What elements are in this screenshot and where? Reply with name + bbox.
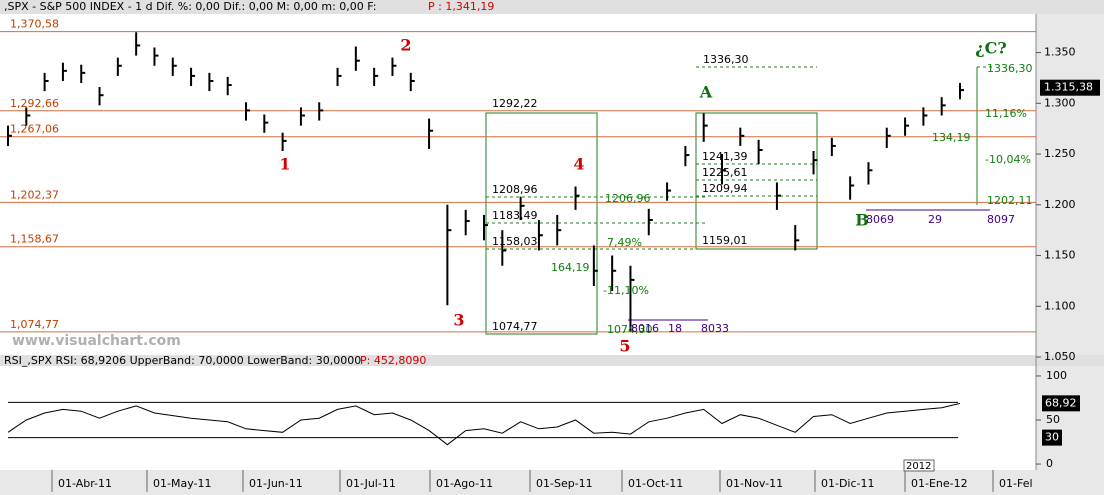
y-tick-label: 1.100 — [1044, 299, 1076, 312]
annotation: 1241,39 — [702, 150, 748, 163]
level-label: 1,202,37 — [10, 188, 59, 201]
rsi-title: RSI_,SPX RSI: 68,9206 UpperBand: 70,0000… — [4, 354, 361, 367]
rsi-header-bg — [0, 355, 1104, 366]
rsi-price: P: 452,8090 — [360, 354, 426, 367]
y-tick-label: 100 — [1046, 369, 1067, 382]
x-tick-label: 01-Jul-11 — [346, 477, 396, 490]
annotation: 7,49% — [607, 236, 642, 249]
x-tick-label: 01-Ago-11 — [436, 477, 493, 490]
annotation: 1206,96 — [605, 192, 651, 205]
annotation: 8016 — [631, 322, 659, 335]
annotation: 1158,03 — [492, 235, 538, 248]
year-box — [903, 459, 935, 472]
level-label: 1,267,06 — [10, 123, 59, 136]
x-tick-label: 01-Sep-11 — [536, 477, 593, 490]
rsi-axis-bg — [1036, 366, 1104, 470]
band-tag — [1042, 429, 1062, 446]
level-label: 1,370,58 — [10, 18, 59, 31]
annotation: 1336,30 — [703, 53, 749, 66]
wave-label: A — [699, 83, 713, 102]
price-tag-label: 1.315,38 — [1044, 81, 1093, 94]
rsi-line — [7, 402, 961, 446]
rsi-tag — [1042, 395, 1080, 412]
wave-label: 4 — [573, 155, 584, 174]
x-tick-label: 01-Abr-11 — [58, 477, 112, 490]
annotation: 1336,30 — [987, 62, 1033, 75]
annotation: 1183,49 — [492, 209, 538, 222]
annotation: -11,10% — [603, 284, 649, 297]
y-tick-label: 1.200 — [1044, 198, 1076, 211]
wave-label: 5 — [619, 337, 630, 356]
annotation: 134,19 — [932, 131, 971, 144]
annotation: 11,16% — [985, 107, 1027, 120]
correction-box — [695, 112, 818, 250]
annotation: 164,19 — [551, 261, 590, 274]
y-tick-label: 0 — [1046, 457, 1053, 470]
price-axis-bg — [1036, 14, 1104, 355]
annotation: 1159,01 — [702, 234, 748, 247]
y-tick-label: 1.050 — [1044, 350, 1076, 363]
level-label: 1,158,67 — [10, 233, 59, 246]
date-axis-bg — [0, 470, 1104, 495]
x-tick-label: 01-Dic-11 — [821, 477, 875, 490]
x-tick-label: 01-Oct-11 — [628, 477, 683, 490]
annotation: 1074,30 — [607, 323, 653, 336]
annotation: 8097 — [987, 213, 1015, 226]
annotation: 8069 — [866, 213, 894, 226]
annotation: -10,04% — [985, 153, 1031, 166]
annotation: 1292,22 — [492, 97, 538, 110]
y-tick-label: 1.300 — [1044, 96, 1076, 109]
annotation: 8033 — [701, 322, 729, 335]
wave-label: 1 — [279, 155, 290, 174]
header-price: P : 1,341,19 — [428, 0, 494, 13]
wave-label: B — [855, 211, 869, 230]
wave-label: 2 — [400, 36, 411, 55]
y-tick-label: 1.350 — [1044, 46, 1076, 59]
annotation: 18 — [668, 322, 682, 335]
y-tick-label: 1.250 — [1044, 147, 1076, 160]
x-tick-label: 01-Nov-11 — [726, 477, 783, 490]
x-tick-label: 01-May-11 — [153, 477, 211, 490]
annotation: 29 — [928, 213, 942, 226]
x-tick-label: 01-Jun-11 — [249, 477, 303, 490]
x-tick-label: 01-Ene-12 — [911, 477, 968, 490]
annotation: 1208,96 — [492, 183, 538, 196]
annotation: 1225,61 — [702, 166, 748, 179]
analysis-boxes — [485, 66, 993, 335]
watermark: www.visualchart.com — [12, 333, 181, 349]
header-bg — [0, 0, 1104, 14]
y-tick-label: 50 — [1046, 413, 1060, 426]
level-label: 1,074,77 — [10, 318, 59, 331]
price-tag — [1040, 79, 1100, 96]
y-tick-label: 1.150 — [1044, 249, 1076, 262]
x-tick-label: 01-Fel — [999, 477, 1033, 490]
header-title: ,SPX - S&P 500 INDEX - 1 d Dif. %: 0,00 … — [4, 0, 376, 13]
annotation: 1202,11 — [987, 194, 1033, 207]
band-tag-label: 30 — [1045, 431, 1059, 444]
year-label: 2012 — [906, 461, 931, 472]
rsi-tag-label: 68,92 — [1045, 396, 1077, 409]
time-spans — [628, 209, 990, 321]
wave-label: ¿C? — [975, 39, 1006, 58]
wave-label: 3 — [453, 311, 464, 330]
annotation: 1209,94 — [702, 182, 748, 195]
annotation: 1074,77 — [492, 320, 538, 333]
level-label: 1,292,66 — [10, 97, 59, 110]
